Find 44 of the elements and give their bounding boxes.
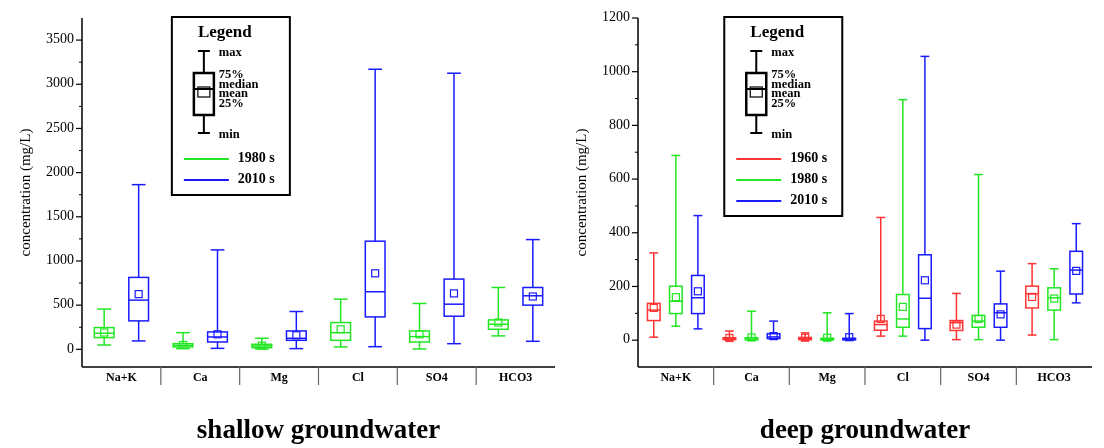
y-axis-title: concentration (mg/L)	[17, 128, 34, 257]
y-tick-label: 600	[609, 170, 630, 186]
annotation: max	[771, 44, 795, 59]
y-tick-label: 200	[609, 277, 630, 293]
x-tick-label: Ca	[192, 370, 208, 384]
legend-title: Legend	[750, 22, 805, 41]
y-tick-label: 3000	[46, 75, 74, 91]
y-tick-label: 3500	[46, 31, 74, 47]
annotation: min	[771, 126, 793, 141]
y-tick-label: 1000	[46, 252, 74, 268]
legend-label: 2010 s	[237, 171, 276, 187]
x-tick-label: Cl	[896, 370, 910, 384]
y-tick-label: 1000	[602, 62, 630, 78]
text: shallow groundwater	[196, 414, 441, 444]
y-tick-label: 1500	[46, 208, 74, 224]
x-tick-label: Na+K	[660, 370, 692, 384]
text: deep groundwater	[759, 414, 971, 444]
y-tick-label: 800	[609, 116, 630, 132]
y-tick-label: 0	[623, 331, 630, 347]
x-tick-label: SO4	[967, 370, 990, 384]
annotation: 75%	[218, 66, 244, 81]
annotation: max	[218, 44, 243, 59]
legend-title: Legend	[197, 22, 253, 41]
annotation: min	[218, 126, 240, 141]
legend-label: 1980 s	[237, 150, 276, 166]
annotation: 75%	[771, 66, 797, 81]
y-tick-label: 0	[67, 340, 74, 356]
y-tick-label: 400	[609, 223, 630, 239]
x-tick-label: HCO3	[1037, 370, 1071, 384]
x-tick-label: Ca	[744, 370, 759, 384]
y-tick-label: 2000	[46, 163, 74, 179]
x-tick-label: SO4	[425, 370, 448, 384]
legend-label: 1960 s	[790, 150, 828, 166]
x-tick-label: Na+K	[105, 370, 138, 384]
y-tick-label: 2500	[46, 119, 74, 135]
x-tick-label: Cl	[351, 370, 365, 384]
x-tick-label: Mg	[818, 370, 836, 384]
y-axis-title: concentration (mg/L)	[573, 128, 590, 257]
legend-label: 2010 s	[790, 192, 828, 208]
y-tick-label: 500	[53, 296, 74, 312]
y-tick-label: 1200	[602, 9, 630, 25]
x-tick-label: Mg	[270, 370, 288, 384]
x-tick-label: HCO3	[498, 370, 533, 384]
legend-label: 1980 s	[790, 171, 828, 187]
